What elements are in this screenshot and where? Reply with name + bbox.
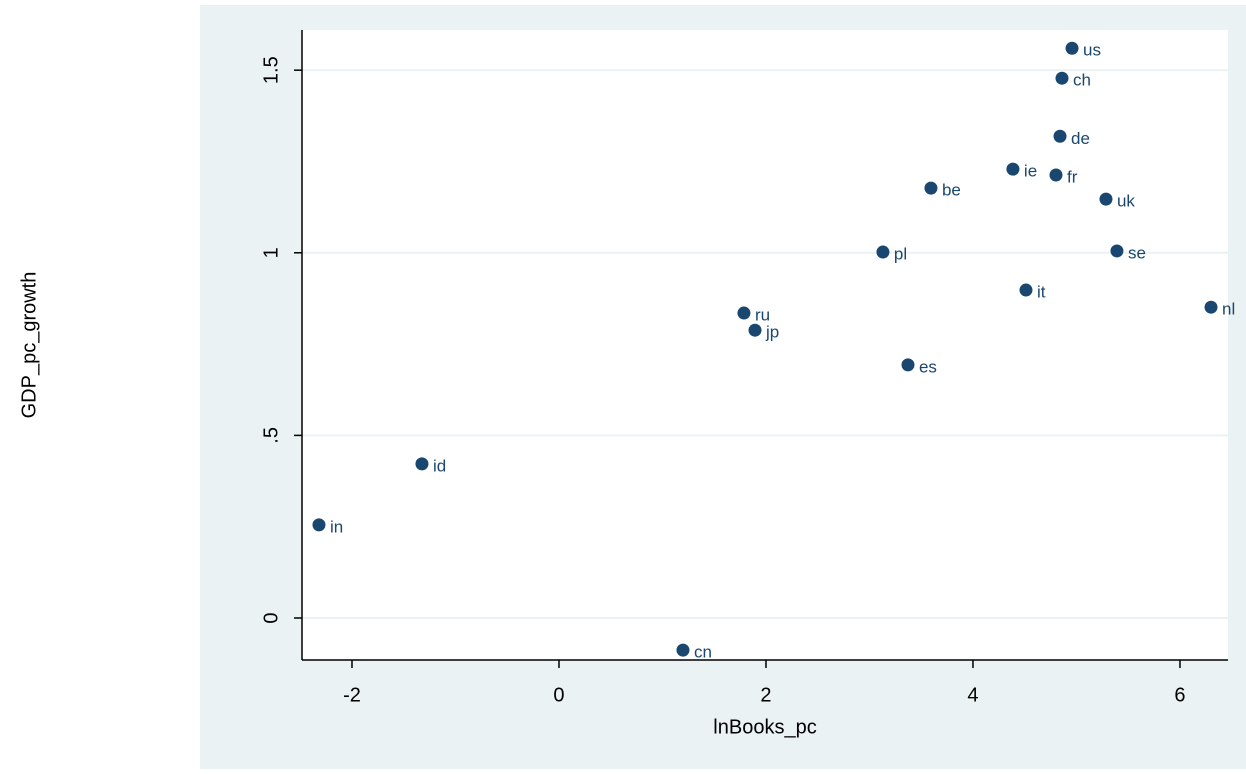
point-label: in (330, 517, 343, 536)
point-label: us (1083, 41, 1101, 60)
point (737, 306, 751, 320)
point-label: id (433, 456, 446, 475)
point-label: de (1071, 129, 1090, 148)
point-label: ie (1024, 162, 1037, 181)
y-tick-label: 1 (260, 247, 282, 258)
x-axis-title: lnBooks_pc (713, 716, 816, 738)
y-tick-label: .5 (260, 427, 282, 444)
point-label: ch (1073, 71, 1091, 90)
y-tick-label: 1.5 (260, 56, 282, 84)
point (1049, 168, 1063, 182)
y-tick-label: 0 (260, 612, 282, 623)
y-axis-title: GDP_pc_growth (18, 272, 40, 419)
point (924, 181, 938, 195)
point-label: fr (1067, 167, 1078, 186)
point (1204, 300, 1218, 314)
point-label: es (919, 357, 937, 376)
point (1019, 283, 1033, 297)
point (876, 245, 890, 259)
point-label: nl (1222, 300, 1235, 319)
x-tick-label: 2 (760, 684, 771, 706)
point-label: se (1128, 243, 1146, 262)
x-tick-label: 4 (967, 684, 978, 706)
point-label: be (942, 181, 961, 200)
point (312, 518, 326, 532)
x-tick-label: -2 (343, 684, 361, 706)
point (901, 358, 915, 372)
point (1053, 129, 1067, 143)
point (415, 457, 429, 471)
point (1065, 41, 1079, 55)
plot-region (302, 30, 1228, 660)
point-label: ru (755, 306, 770, 325)
point-label: pl (894, 245, 907, 264)
point (676, 643, 690, 657)
point (1110, 244, 1124, 258)
point-label: jp (765, 323, 779, 342)
x-tick-label: 0 (553, 684, 564, 706)
point-label: uk (1117, 192, 1135, 211)
point-label: it (1037, 283, 1046, 302)
point (1055, 71, 1069, 85)
x-tick-label: 6 (1174, 684, 1185, 706)
point (748, 323, 762, 337)
point-label: cn (694, 643, 712, 662)
point (1006, 162, 1020, 176)
point (1099, 192, 1113, 206)
